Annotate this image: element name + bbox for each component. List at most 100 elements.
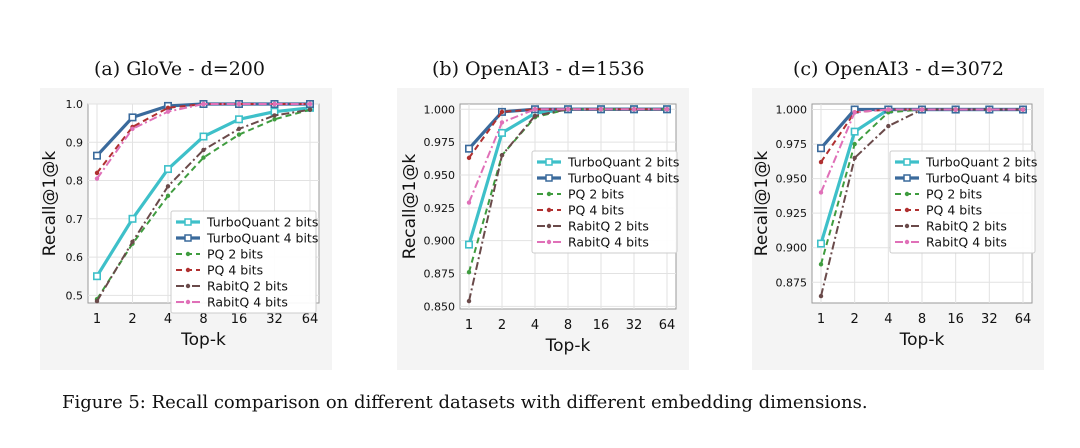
data-point-rabitq-2-bits [307, 107, 313, 112]
panel-b-title: (b) OpenAI3 - d=1536 [432, 58, 645, 80]
data-point-rabitq-2-bits [886, 123, 891, 129]
x-tick-label: 2 [498, 318, 506, 333]
data-point-rabitq-4-bits [272, 101, 277, 107]
legend-label: PQ 2 bits [207, 247, 263, 262]
data-point-turboquant-2-bits [93, 272, 102, 281]
panel-b-plot: 1 2 4 8 16 32 64 0.850 0.875 0.900 0.925 0.950 0.975… [400, 103, 679, 356]
data-point-rabitq-2-bits [499, 153, 505, 158]
legend-label: TurboQuant 2 bits [925, 155, 1037, 170]
x-tick-label: 32 [981, 312, 998, 327]
data-point-pq-2-bits [852, 141, 857, 147]
legend-marker [184, 234, 192, 242]
data-point-rabitq-2-bits [532, 113, 538, 119]
data-point-pq-4-bits [466, 155, 472, 161]
x-tick-label: 1 [817, 312, 825, 327]
data-point-rabitq-2-bits [165, 184, 171, 189]
data-point-rabitq-2-bits [130, 239, 135, 244]
legend-marker [545, 158, 553, 166]
legend-box [531, 150, 678, 254]
y-tick-label: 1.000 [776, 104, 808, 117]
x-tick-label: 16 [947, 312, 964, 327]
y-tick-label: 1.0 [66, 98, 84, 111]
y-tick-label: 0.975 [424, 136, 456, 149]
data-point-rabitq-4-bits [236, 101, 242, 107]
legend-label: RabitQ 4 bits [926, 235, 1007, 250]
y-tick-label: 1.000 [424, 103, 456, 116]
x-tick-label: 1 [465, 318, 473, 333]
panel-a-plot: 1 2 4 8 16 32 64 0.5 0.6 0.7 0.8 0.9 1.0 Top-k Recall@… [40, 98, 320, 350]
data-point-pq-2-bits [818, 262, 824, 267]
legend-marker [546, 191, 552, 197]
x-tick-label: 8 [918, 312, 926, 327]
data-point-rabitq-4-bits [598, 107, 604, 112]
y-axis-label: Recall@1@k [752, 151, 772, 257]
legend-label: RabitQ 2 bits [926, 219, 1007, 234]
y-tick-label: 0.7 [66, 213, 84, 226]
legend-label: TurboQuant 4 bits [567, 171, 679, 186]
y-axis-label: Recall@1@k [40, 151, 60, 257]
data-point-rabitq-4-bits [499, 120, 505, 125]
y-tick-label: 0.900 [424, 235, 456, 248]
legend-label: RabitQ 2 bits [207, 279, 288, 294]
legend-marker [545, 174, 553, 182]
data-point-turboquant-4-bits [128, 113, 137, 122]
data-point-turboquant-2-bits [497, 128, 506, 137]
legend-label: PQ 4 bits [926, 203, 982, 218]
legend-marker [904, 191, 910, 197]
legend-marker [904, 239, 910, 245]
data-point-turboquant-2-bits [850, 127, 859, 136]
y-tick-label: 0.5 [66, 289, 84, 302]
data-point-rabitq-4-bits [130, 126, 135, 132]
x-axis-label: Top-k [545, 336, 591, 356]
legend-box [170, 210, 317, 314]
data-point-turboquant-2-bits [164, 165, 173, 174]
data-point-turboquant-2-bits [235, 115, 244, 124]
y-tick-label: 0.875 [776, 276, 808, 289]
figure-caption: Figure 5: Recall comparison on different… [62, 392, 868, 413]
legend-label: PQ 2 bits [568, 187, 624, 202]
data-point-rabitq-4-bits [631, 107, 637, 112]
y-tick-label: 0.950 [776, 173, 808, 186]
legend-marker [546, 239, 552, 245]
y-tick-label: 0.875 [424, 268, 456, 281]
legend-label: TurboQuant 4 bits [206, 231, 318, 246]
y-tick-label: 0.925 [776, 207, 808, 220]
y-tick-label: 0.8 [66, 175, 84, 188]
legend-marker [185, 283, 191, 289]
x-axis-label: Top-k [180, 330, 226, 350]
y-axis-label: Recall@1@k [400, 154, 420, 260]
legend-label: PQ 4 bits [207, 263, 263, 278]
data-point-pq-4-bits [499, 109, 505, 115]
data-point-rabitq-4-bits [919, 107, 925, 112]
data-point-turboquant-4-bits [464, 144, 473, 153]
data-point-pq-4-bits [165, 105, 171, 111]
data-point-rabitq-4-bits [532, 107, 538, 112]
data-point-pq-2-bits [272, 117, 277, 122]
data-point-turboquant-2-bits [464, 240, 473, 249]
x-tick-label: 8 [564, 318, 572, 333]
data-point-rabitq-4-bits [852, 110, 857, 115]
x-tick-label: 32 [266, 312, 283, 327]
panel-a-title: (a) GloVe - d=200 [94, 58, 265, 80]
data-point-rabitq-4-bits [307, 101, 313, 107]
legend-marker [185, 267, 191, 273]
data-point-pq-2-bits [201, 155, 206, 160]
legend-marker [185, 251, 191, 257]
x-tick-label: 16 [231, 312, 248, 327]
data-point-turboquant-2-bits [199, 132, 208, 141]
data-point-turboquant-2-bits [128, 214, 137, 223]
legend-label: TurboQuant 2 bits [567, 155, 679, 170]
panel-c-title: (c) OpenAI3 - d=3072 [793, 58, 1004, 80]
x-tick-label: 8 [199, 312, 207, 327]
data-point-rabitq-4-bits [1020, 107, 1026, 112]
legend-marker [904, 207, 910, 213]
data-point-rabitq-4-bits [565, 107, 571, 112]
y-tick-label: 0.950 [424, 169, 456, 182]
data-point-rabitq-2-bits [94, 298, 100, 304]
legend-label: PQ 2 bits [926, 187, 982, 202]
data-point-pq-2-bits [466, 270, 472, 275]
data-point-rabitq-4-bits [94, 176, 100, 181]
